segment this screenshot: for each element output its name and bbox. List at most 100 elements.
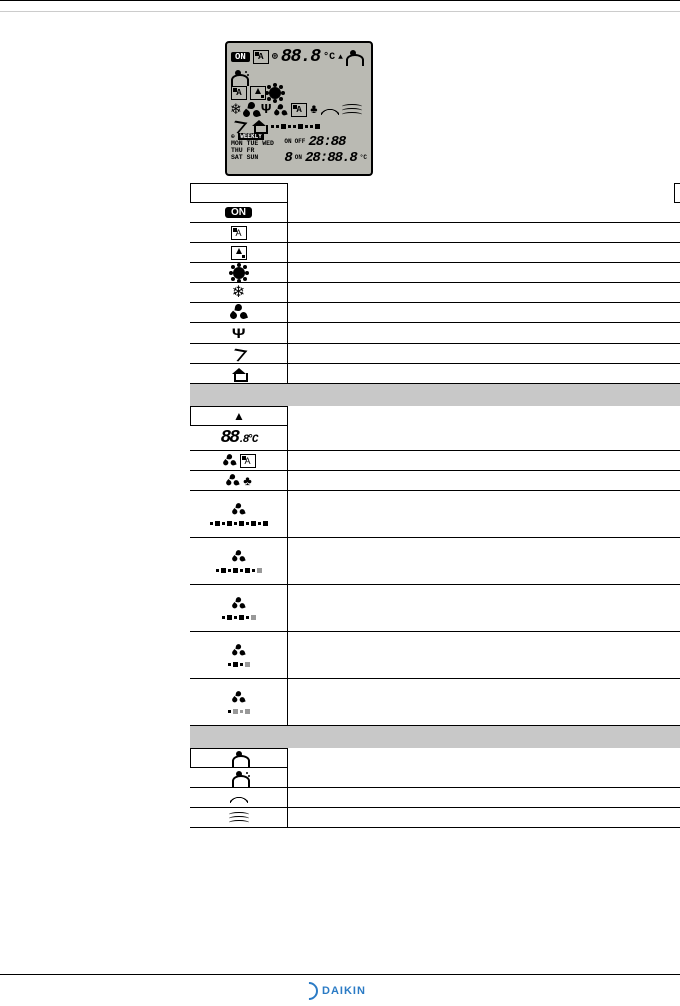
econo-arrow-icon <box>231 349 247 359</box>
icon-cell <box>190 243 288 263</box>
cool-mode-icon: ❄ <box>232 286 245 300</box>
lcd-days-row2: THU FR <box>231 147 274 154</box>
lcd-row-1: ON A ⊕ 88.8 °C ▲ <box>231 47 367 84</box>
desc-cell <box>288 679 680 726</box>
home-leave-icon <box>230 368 248 380</box>
row-fan <box>190 303 680 323</box>
clock-icon: ⊕ <box>272 51 278 63</box>
auto-mode-icon: A <box>291 103 307 117</box>
icon-cell <box>190 788 288 808</box>
desc-cell <box>288 538 680 585</box>
lcd-temp-unit: °C <box>323 52 335 63</box>
fan-icon <box>244 103 259 118</box>
cool-mode-icon: ❄ <box>231 103 241 117</box>
icon-cell <box>190 632 288 679</box>
sensor-person-wave-icon <box>231 70 245 84</box>
lcd-up-marker: ▲ <box>338 53 343 62</box>
icon-legend-table: ON A ❄ <box>190 183 680 828</box>
row-dehumidify: Ψ <box>190 323 680 344</box>
airflow-wavy-icon <box>342 104 362 116</box>
lcd-on-badge: ON <box>231 52 250 62</box>
section-band <box>190 726 680 748</box>
desc-cell <box>288 768 680 788</box>
desc-cell <box>288 203 680 223</box>
row-fan-auto: A <box>190 451 680 471</box>
row-cool: ❄ <box>190 283 680 303</box>
icon-cell <box>190 303 288 323</box>
lcd-panel: ON A ⊕ 88.8 °C ▲ A ❄ Ψ A ♣ <box>225 41 373 176</box>
brand-text: DAIKIN <box>322 985 366 997</box>
fan-icon <box>233 504 244 515</box>
row-on: ON <box>190 203 680 223</box>
row-auto: A <box>190 223 680 243</box>
icon-cell: Ψ <box>190 323 288 344</box>
lcd-days-block: ⊕ WEEKLY MON TUE WED THU FR SAT SUN <box>231 134 274 161</box>
row-econo <box>190 344 680 364</box>
heat-mode-icon <box>269 87 281 99</box>
icon-cell <box>190 263 288 283</box>
row-fan-speed-5 <box>190 491 680 538</box>
row-wave-arc <box>190 788 680 808</box>
icon-cell <box>190 364 288 384</box>
dry-mode-icon <box>250 86 266 100</box>
icon-cell <box>190 491 288 538</box>
on-badge-icon: ON <box>225 207 252 218</box>
desc-cell <box>288 344 680 364</box>
sensor-person-icon <box>346 50 360 64</box>
desc-cell <box>288 223 680 243</box>
brand-logo: DAIKIN <box>300 982 366 1000</box>
icon-cell: A <box>190 451 288 471</box>
airflow-wavy-icon <box>229 812 249 824</box>
row-fan-speed-3 <box>190 585 680 632</box>
icon-cell <box>190 748 288 768</box>
dehumidify-icon: Ψ <box>261 102 271 118</box>
fan-speed-bars-icon <box>228 709 250 714</box>
fan-speed-bars-icon <box>210 521 268 526</box>
icon-cell <box>190 585 288 632</box>
desc-cell <box>288 243 680 263</box>
row-person-wave <box>190 768 680 788</box>
heat-mode-icon <box>233 267 245 279</box>
temp-segment-icon: 88.8°C <box>220 428 256 448</box>
desc-cell <box>288 788 680 808</box>
icon-cell: 88.8°C <box>190 426 288 451</box>
legend-header-row <box>190 183 680 203</box>
auto-mode-icon: A <box>231 86 247 100</box>
desc-cell <box>288 491 680 538</box>
icon-cell: ♣ <box>190 471 288 491</box>
fan-icon <box>233 645 244 656</box>
row-dry <box>190 243 680 263</box>
fan-speed-bars-icon <box>222 615 256 620</box>
lcd-timer-block: ON OFF 28:88 8 ON 28:88.8 °C <box>284 134 367 166</box>
desc-cell <box>288 451 680 471</box>
row-wavy <box>190 808 680 828</box>
legend-header-cell <box>190 183 288 203</box>
desc-cell <box>288 585 680 632</box>
lcd-days-row3: SAT SUN <box>231 154 274 161</box>
dehumidify-icon: Ψ <box>232 325 246 341</box>
fan-icon <box>227 475 238 486</box>
lcd-row-5: ⊕ WEEKLY MON TUE WED THU FR SAT SUN ON O… <box>231 134 367 166</box>
outdoor-quiet-icon: ♣ <box>310 104 318 116</box>
icon-cell: ON <box>190 203 288 223</box>
desc-cell <box>288 283 680 303</box>
lcd-days-row1: MON TUE WED <box>231 140 274 147</box>
lcd-timer-off: ON OFF 28:88 <box>284 134 367 150</box>
fan-speed-bars-icon <box>216 568 262 573</box>
desc-cell <box>288 323 680 344</box>
desc-cell <box>288 303 680 323</box>
lcd-row-3: ❄ Ψ A ♣ <box>231 102 367 118</box>
fan-speed-bars-icon <box>271 124 320 129</box>
row-triangle: ▲ <box>190 406 680 426</box>
icon-cell: ▲ <box>190 406 288 426</box>
row-fan-speed-4 <box>190 538 680 585</box>
auto-mode-icon: A <box>253 50 269 64</box>
fan-icon <box>233 692 244 703</box>
fan-icon <box>233 551 244 562</box>
icon-cell <box>190 344 288 364</box>
home-leave-icon <box>250 120 268 132</box>
row-temp-display: 88.8°C <box>190 426 680 451</box>
auto-mode-icon: A <box>240 454 256 468</box>
sensor-person-wave-icon <box>232 771 246 785</box>
row-fan-speed-2 <box>190 632 680 679</box>
